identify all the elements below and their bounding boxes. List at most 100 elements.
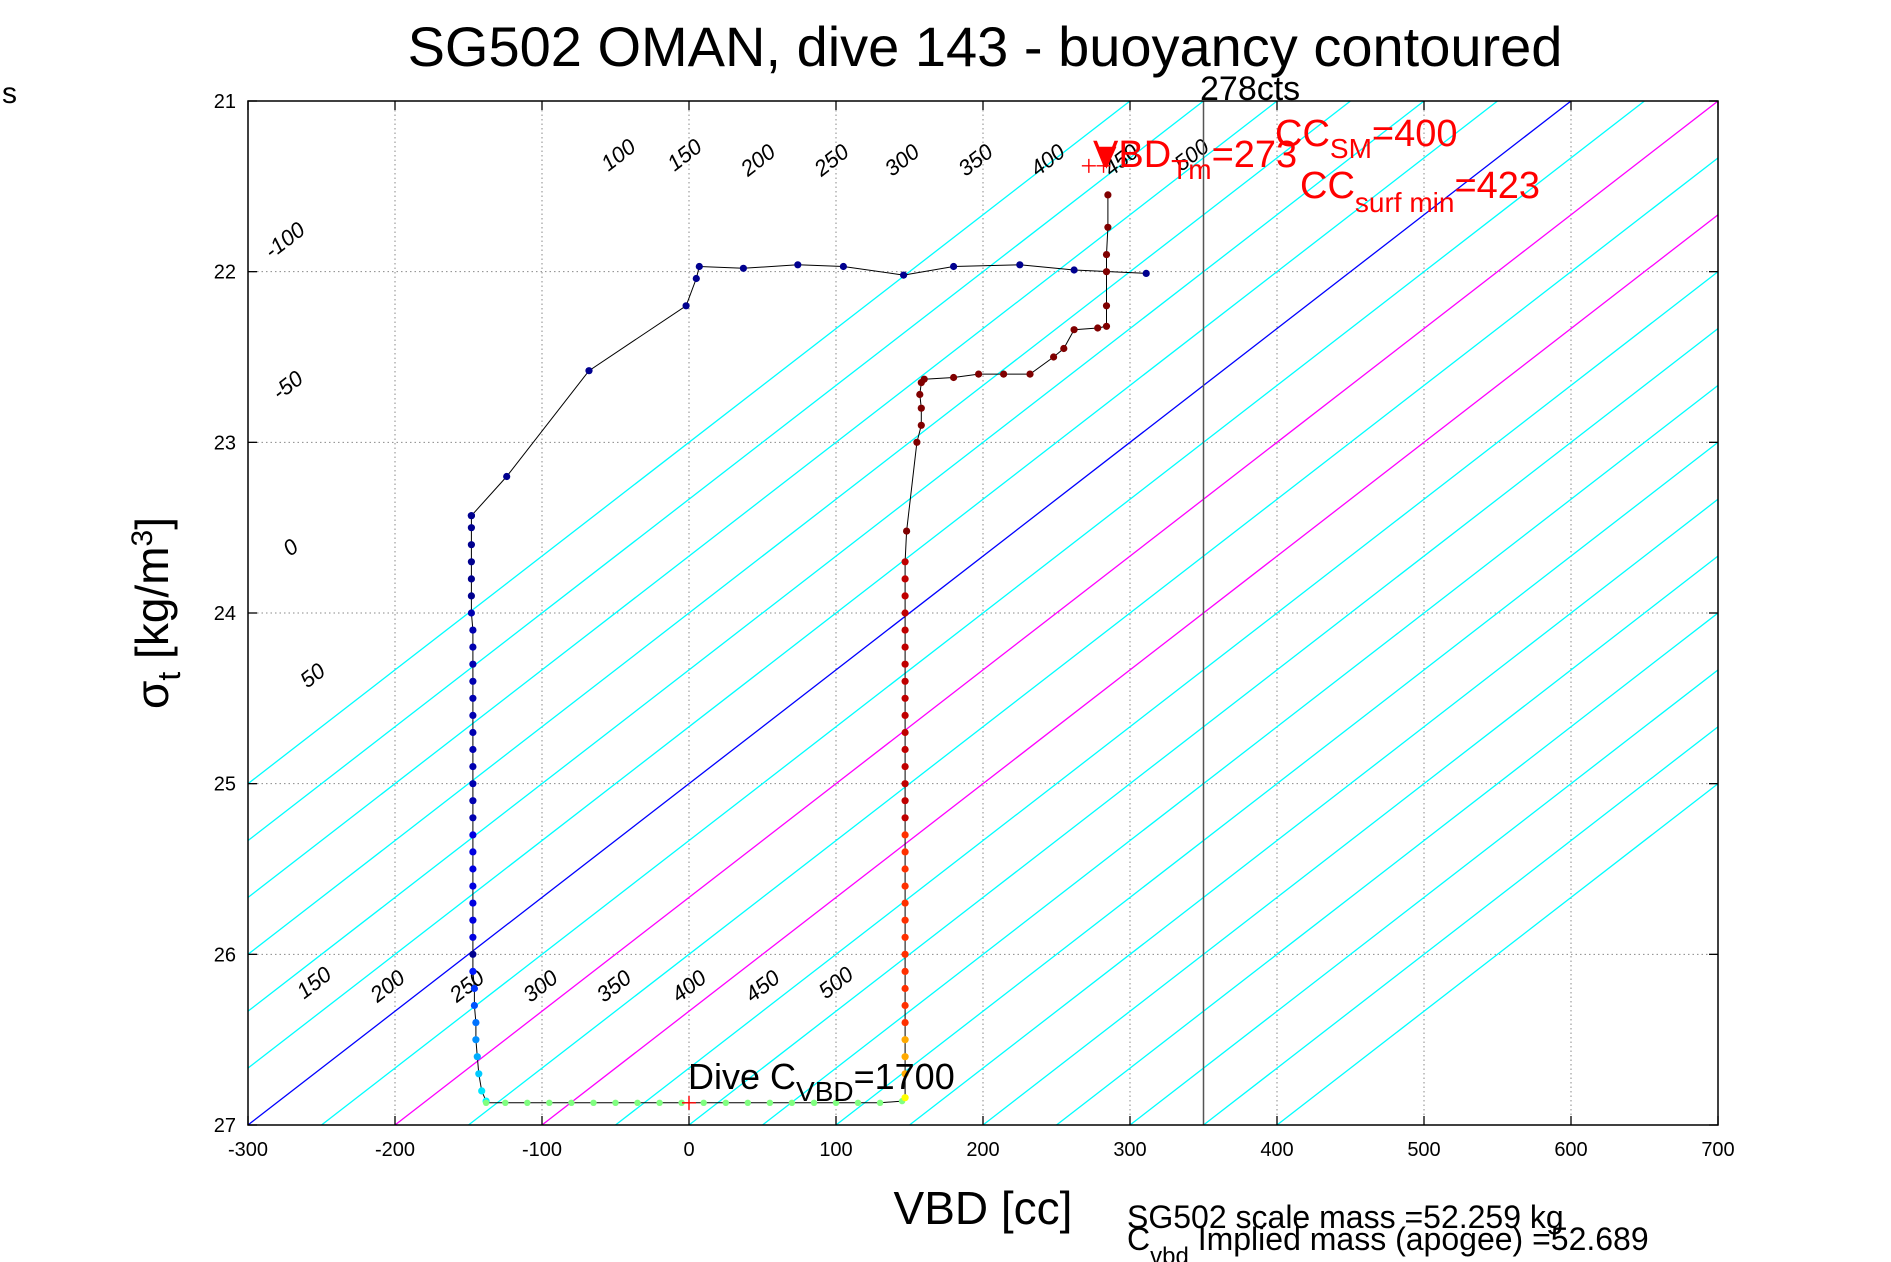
data-point-climb	[901, 814, 909, 822]
x-tick-label: 100	[819, 1139, 852, 1161]
data-point-climb	[1102, 322, 1111, 330]
contour-line	[248, 101, 1498, 1069]
contour-line	[1056, 612, 1718, 1125]
data-point-dive	[469, 831, 477, 839]
x-tick-label: 0	[683, 1139, 694, 1161]
data-point-dive	[469, 677, 477, 685]
data-point-dive	[467, 575, 475, 583]
contour-line	[615, 270, 1718, 1125]
plus-marker	[1081, 158, 1096, 173]
data-point-dive	[469, 728, 477, 737]
buoyancy-contours	[248, 101, 1718, 1125]
data-point-bottom	[700, 1099, 707, 1107]
data-point-dive	[469, 899, 477, 907]
data-point-climb	[901, 592, 909, 600]
x-tick-label: 400	[1260, 1139, 1293, 1161]
data-point-bottom	[524, 1099, 531, 1107]
data-point-bottom	[482, 1099, 490, 1107]
cc-sm-annotation: CCSM=400	[1275, 113, 1457, 164]
x-tick-label: 500	[1407, 1139, 1440, 1161]
data-point-climb	[901, 1019, 909, 1027]
data-point-climb	[901, 865, 909, 873]
data-point-surface	[839, 262, 848, 271]
contour-line	[468, 157, 1718, 1125]
contour-line	[762, 384, 1718, 1125]
contour-line	[909, 498, 1718, 1125]
data-point-surface	[695, 262, 703, 271]
data-point-dive	[470, 984, 478, 993]
data-point-dive	[469, 745, 477, 754]
data-point-climb	[1102, 268, 1111, 276]
data-point-surface	[467, 512, 475, 520]
data-point-dive	[473, 1053, 481, 1061]
data-point-climb	[901, 984, 909, 993]
data-point-bottom	[876, 1099, 884, 1107]
data-point-bottom	[656, 1099, 663, 1107]
data-point-bottom	[810, 1099, 818, 1107]
data-point-dive	[467, 609, 475, 617]
data-point-climb	[901, 899, 909, 907]
data-point-climb	[1104, 191, 1112, 199]
y-tick-label: 21	[214, 91, 236, 113]
x-tick-label: -300	[228, 1139, 268, 1161]
data-point-dive	[470, 1001, 478, 1010]
data-point-climb	[1026, 370, 1034, 378]
x-tick-label: 200	[966, 1139, 999, 1161]
implied-mass-annotation: Cvbd Implied mass (apogee) =52.689	[1127, 1221, 1649, 1262]
data-point-dive	[469, 763, 477, 771]
scale-mass-annotation: SG502 scale mass =52.259 kg	[1127, 1199, 1564, 1235]
vbd-triangle-marker	[1096, 146, 1117, 169]
contour-line	[248, 101, 1572, 1125]
data-point-climb	[950, 373, 958, 382]
data-point-dive	[469, 711, 477, 720]
data-point-bottom	[854, 1099, 862, 1107]
series-points	[467, 191, 1150, 1107]
data-point-dive	[469, 916, 477, 924]
data-point-climb	[901, 660, 909, 668]
data-point-climb	[901, 831, 909, 839]
data-point-surface	[900, 271, 908, 279]
data-point-climb	[1060, 344, 1068, 353]
data-point-climb	[901, 1001, 909, 1010]
data-point-surface	[1142, 269, 1150, 277]
data-point-surface	[1070, 266, 1078, 274]
data-point-bottom	[722, 1099, 729, 1107]
data-point-climb	[901, 1036, 909, 1044]
contour-line	[835, 441, 1718, 1125]
data-point-dive	[467, 558, 475, 566]
data-point-climb	[901, 677, 909, 685]
y-tick-label: 22	[214, 262, 236, 284]
data-point-climb	[917, 404, 925, 412]
data-point-bottom	[634, 1099, 641, 1107]
x-tick-label: 300	[1113, 1139, 1146, 1161]
data-point-climb	[901, 763, 909, 771]
data-point-climb	[1050, 353, 1058, 361]
contour-line	[248, 101, 1278, 899]
vbd-tm-annotation: VBDTm=273	[1093, 134, 1297, 185]
data-point-climb	[901, 1053, 909, 1061]
contour-line	[248, 101, 1351, 956]
data-point-surface	[950, 262, 958, 271]
y-tick-label: 24	[214, 603, 236, 625]
series-line-surface	[471, 264, 1147, 517]
data-point-climb	[913, 438, 921, 446]
data-point-climb	[1104, 223, 1112, 231]
data-point-dive	[469, 848, 477, 856]
contour-line	[1129, 669, 1718, 1125]
data-point-dive	[475, 1070, 483, 1078]
data-point-dive	[472, 1019, 480, 1027]
data-point-dive	[469, 694, 477, 702]
data-point-climb	[901, 1094, 909, 1102]
data-point-surface	[503, 472, 511, 481]
y-tick-label: 25	[214, 774, 236, 796]
data-point-dive	[478, 1087, 486, 1095]
data-point-climb	[901, 558, 909, 566]
data-point-bottom	[502, 1099, 509, 1107]
data-point-surface	[585, 367, 593, 375]
data-point-surface	[1016, 261, 1024, 269]
x-tick-label: -100	[522, 1139, 562, 1161]
data-point-climb	[901, 780, 909, 788]
data-point-dive	[472, 1036, 480, 1044]
plus-marker	[1096, 158, 1111, 173]
